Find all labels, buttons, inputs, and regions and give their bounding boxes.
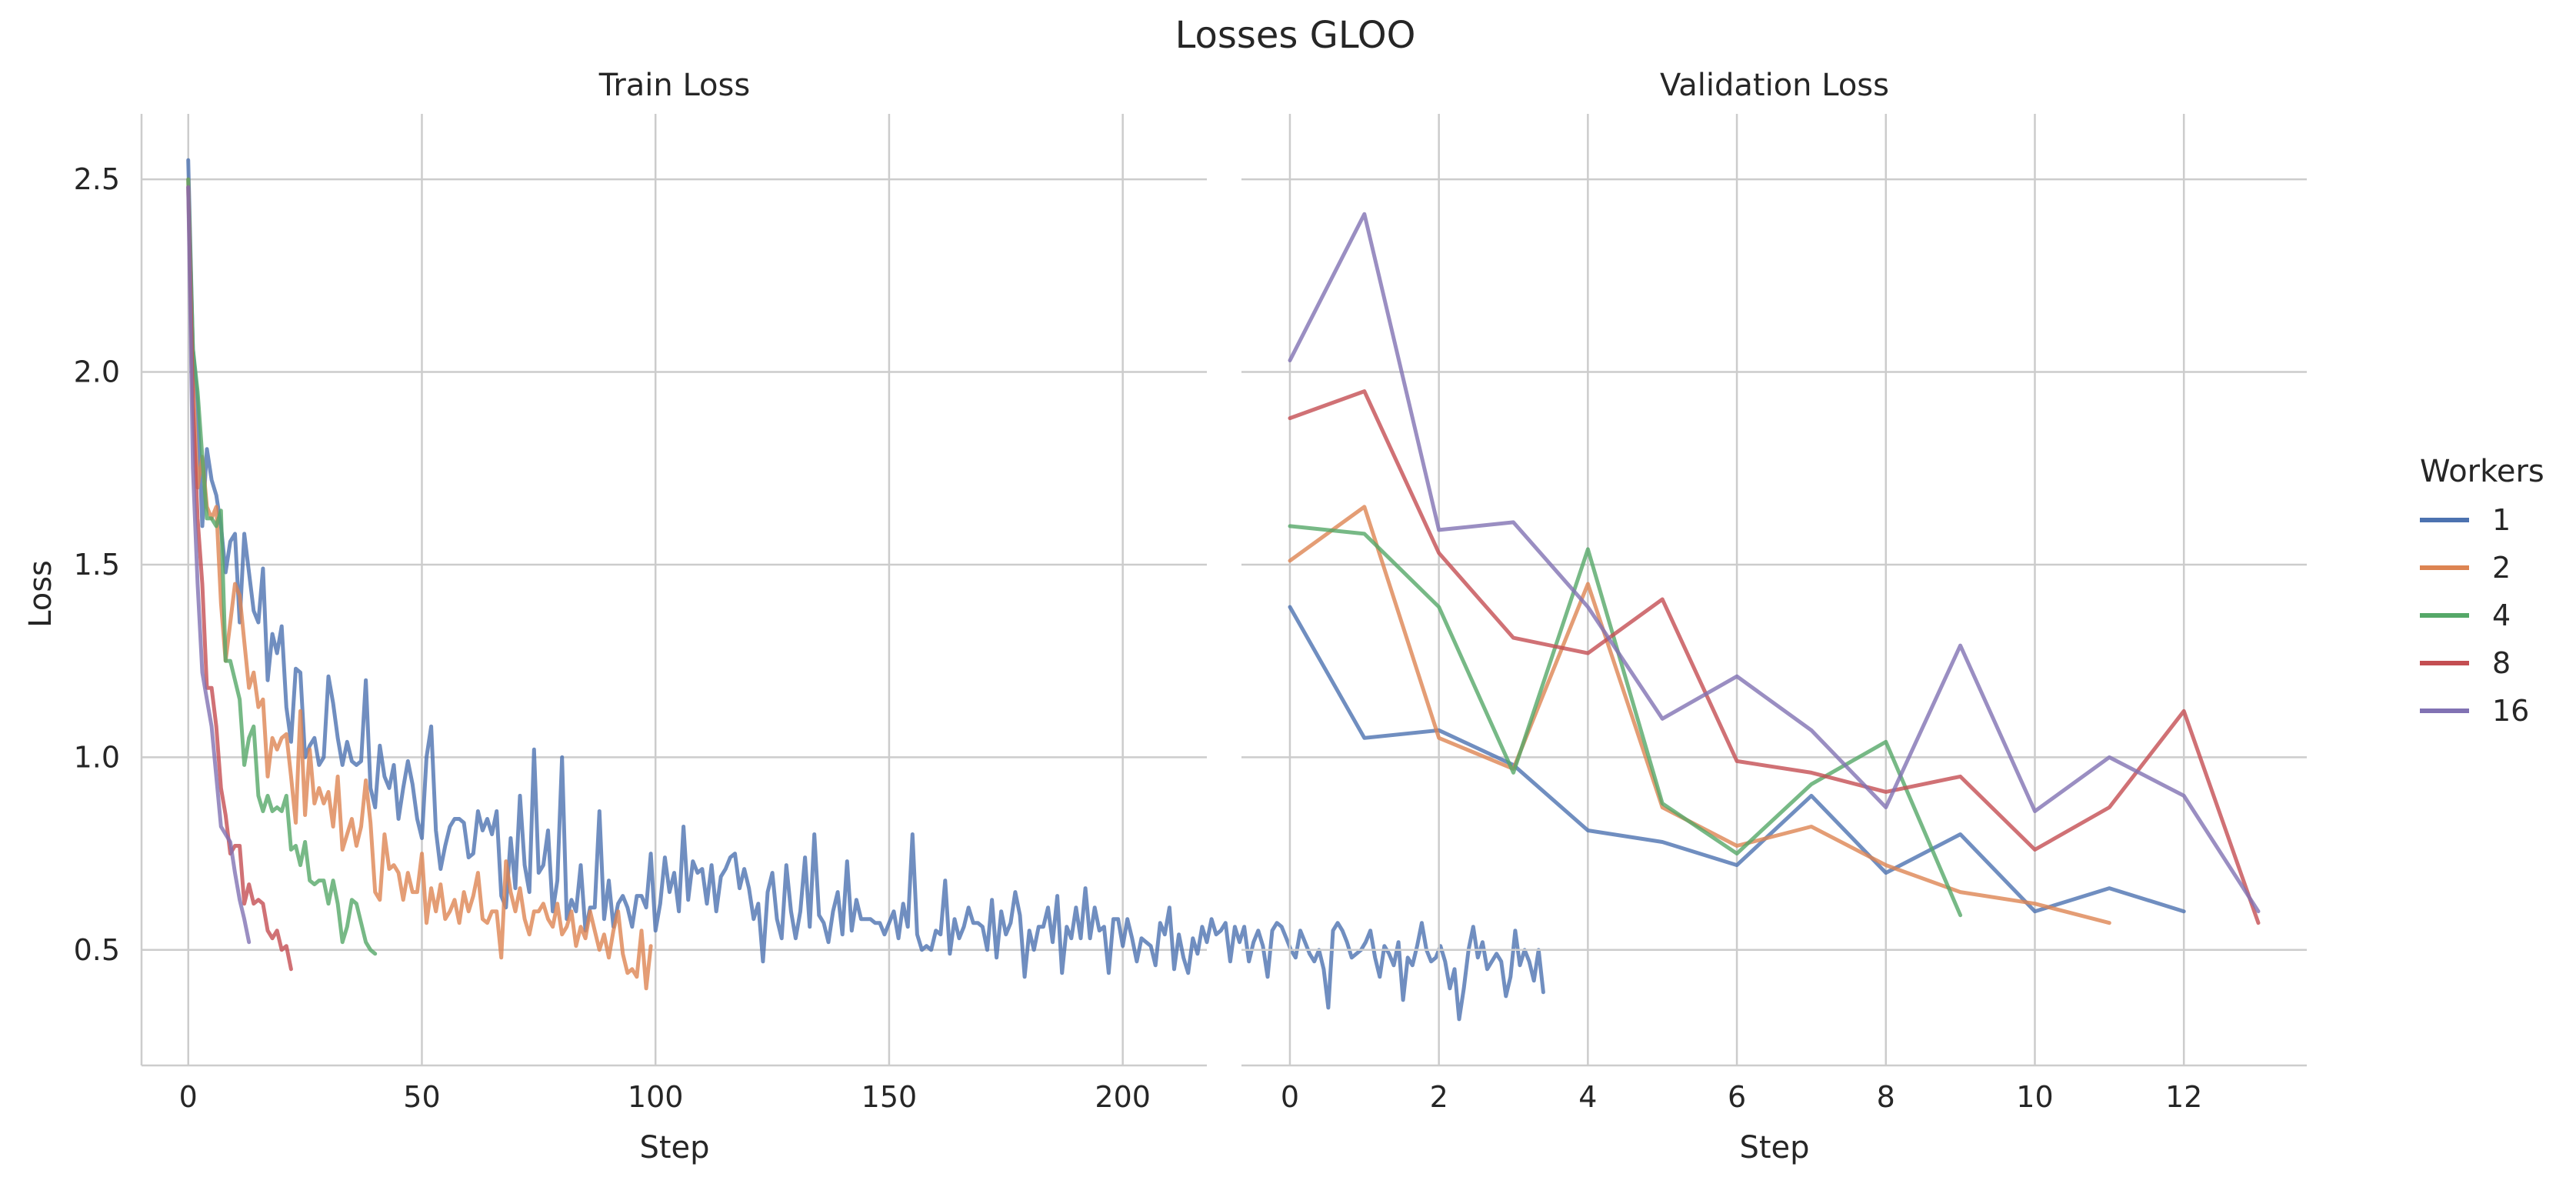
train-loss-panel: Train Loss 0 50 100 150 200 0.5 1.0 1.5 2.0 2.5 S… bbox=[23, 68, 1545, 1165]
validation-loss-title: Validation Loss bbox=[1660, 68, 1889, 103]
train-loss-ytick-label: 0.5 bbox=[74, 933, 120, 967]
validation-loss-ticks: 0 2 4 6 8 10 12 bbox=[1281, 1080, 2203, 1114]
validation-loss-xtick-label: 8 bbox=[1877, 1080, 1895, 1114]
train-loss-title: Train Loss bbox=[598, 68, 750, 103]
legend-title: Workers bbox=[2420, 454, 2544, 489]
validation-loss-series-16 bbox=[1288, 212, 2261, 914]
train-loss-ticks: 0 50 100 150 200 0.5 1.0 1.5 2.0 2.5 bbox=[74, 162, 1151, 1114]
train-loss-series-8 bbox=[186, 185, 293, 972]
validation-loss-panel: Validation Loss 0 2 4 6 8 10 12 Step bbox=[1241, 68, 2307, 1165]
legend-label-16: 16 bbox=[2492, 694, 2529, 728]
train-loss-ytick-label: 2.5 bbox=[74, 162, 120, 196]
validation-loss-xtick-label: 0 bbox=[1281, 1080, 1299, 1114]
train-loss-xtick-label: 150 bbox=[861, 1080, 918, 1114]
train-loss-xlabel: Step bbox=[639, 1130, 709, 1165]
train-loss-axes bbox=[140, 114, 1207, 1067]
train-loss-series-16 bbox=[186, 185, 252, 945]
legend-label-2: 2 bbox=[2492, 551, 2511, 585]
validation-loss-xtick-label: 12 bbox=[2165, 1080, 2202, 1114]
validation-loss-xtick-label: 6 bbox=[1728, 1080, 1746, 1114]
validation-loss-grid bbox=[1241, 114, 2307, 1065]
validation-loss-series-8 bbox=[1288, 389, 2261, 925]
train-loss-series-4 bbox=[186, 177, 378, 956]
train-loss-ytick-label: 1.0 bbox=[74, 740, 120, 774]
validation-loss-series-4 bbox=[1288, 524, 1963, 918]
train-loss-xtick-label: 100 bbox=[628, 1080, 684, 1114]
validation-loss-xtick-label: 2 bbox=[1430, 1080, 1448, 1114]
validation-loss-series bbox=[1288, 212, 2261, 925]
train-loss-series-2 bbox=[186, 177, 653, 991]
train-loss-ytick-label: 2.0 bbox=[74, 355, 120, 389]
legend-label-4: 4 bbox=[2492, 599, 2511, 632]
train-loss-ylabel: Loss bbox=[23, 560, 58, 628]
train-loss-series bbox=[186, 158, 1545, 1022]
legend: Workers 1 2 4 8 16 bbox=[2420, 454, 2544, 728]
figure-title: Losses GLOO bbox=[1175, 14, 1416, 57]
legend-label-1: 1 bbox=[2492, 503, 2511, 537]
validation-loss-series-1 bbox=[1288, 605, 2186, 914]
validation-loss-xtick-label: 10 bbox=[2016, 1080, 2053, 1114]
train-loss-xtick-label: 50 bbox=[403, 1080, 440, 1114]
train-loss-xtick-label: 200 bbox=[1095, 1080, 1151, 1114]
train-loss-grid bbox=[142, 114, 1207, 1065]
train-loss-ytick-label: 1.5 bbox=[74, 548, 120, 582]
legend-items: 1 2 4 8 16 bbox=[2420, 503, 2529, 728]
train-loss-xtick-label: 0 bbox=[179, 1080, 198, 1114]
train-loss-series-1 bbox=[186, 158, 1545, 1022]
validation-loss-xtick-label: 4 bbox=[1578, 1080, 1597, 1114]
legend-label-8: 8 bbox=[2492, 646, 2511, 680]
validation-loss-xlabel: Step bbox=[1739, 1130, 1809, 1165]
